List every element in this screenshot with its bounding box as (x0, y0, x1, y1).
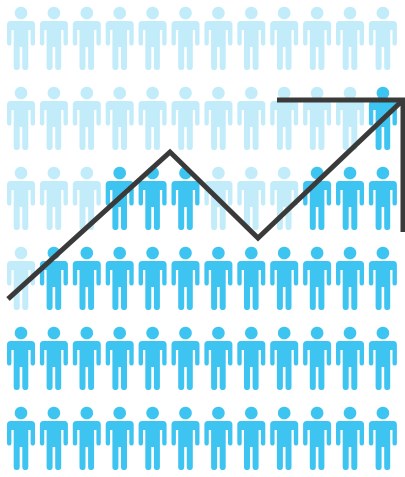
arrowhead-icon (277, 97, 405, 232)
trend-line (6, 98, 405, 301)
